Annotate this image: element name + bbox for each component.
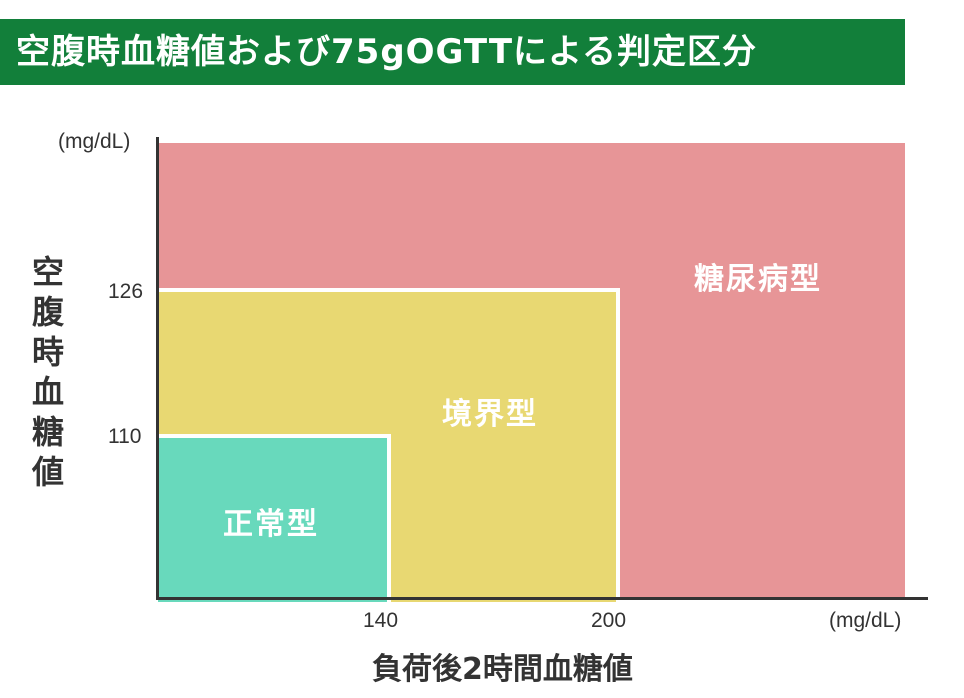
y-axis-title: 空腹時血糖値 [31,253,64,491]
x-axis-line [156,597,928,600]
x-unit-label: (mg/dL) [829,609,902,632]
title-banner: 空腹時血糖値および75gOGTTによる判定区分 [0,19,905,85]
y-unit-label: (mg/dL) [58,130,131,153]
y-tick-label: 110 [108,425,142,448]
region-normal [158,434,391,602]
x-tick-label: 140 [363,609,399,632]
x-axis-title: 負荷後2時間血糖値 [372,652,633,687]
x-tick-label: 200 [591,609,627,632]
page-title: 空腹時血糖値および75gOGTTによる判定区分 [16,32,758,72]
y-tick-label: 126 [108,280,144,303]
y-axis-line [156,137,159,600]
region-label-diabetes: 糖尿病型 [694,262,822,297]
region-label-borderline: 境界型 [442,397,538,432]
region-label-normal: 正常型 [223,507,319,542]
